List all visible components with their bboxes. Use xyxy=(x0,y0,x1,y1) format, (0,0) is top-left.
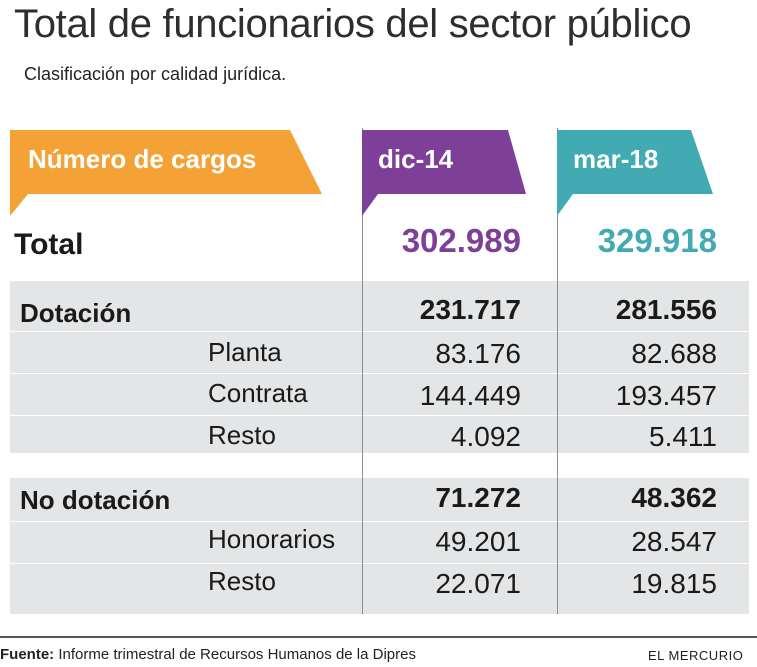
row-label-contrata: Contrata xyxy=(208,378,308,408)
orange-tag-shape xyxy=(10,130,322,216)
total-label: Total xyxy=(14,228,84,261)
row-value-contrata-mar18: 193.457 xyxy=(615,380,717,411)
purple-tag-shape xyxy=(362,130,526,216)
column-label-dic14: dic-14 xyxy=(378,144,454,174)
no-dotacion-band xyxy=(10,478,749,614)
total-value-mar18: 329.918 xyxy=(597,222,717,259)
source-text: Informe trimestral de Recursos Humanos d… xyxy=(58,646,416,663)
row-label-honorarios: Honorarios xyxy=(208,524,336,554)
teal-tag-shape xyxy=(557,130,713,216)
row-label-planta: Planta xyxy=(208,337,282,367)
row-header-tag: Número de cargos xyxy=(10,130,322,216)
column-divider xyxy=(557,128,558,614)
row-value-resto-dotacion-dic14: 4.092 xyxy=(450,421,521,452)
publisher-brand: EL MERCURIO xyxy=(648,648,744,663)
row-divider xyxy=(10,415,749,416)
group-value-no-dotacion-mar18: 48.362 xyxy=(631,482,717,513)
row-divider xyxy=(10,521,749,522)
row-value-honorarios-mar18: 28.547 xyxy=(631,526,717,557)
row-value-resto-no-dotacion-dic14: 22.071 xyxy=(435,568,521,599)
row-header-label: Número de cargos xyxy=(28,144,257,174)
total-value-dic14: 302.989 xyxy=(401,222,521,259)
chart-subtitle: Clasificación por calidad jurídica. xyxy=(24,64,287,84)
row-value-honorarios-dic14: 49.201 xyxy=(435,526,521,557)
row-label-resto-dotacion: Resto xyxy=(208,420,276,450)
row-divider xyxy=(10,563,749,564)
row-value-contrata-dic14: 144.449 xyxy=(419,380,521,411)
row-divider xyxy=(10,373,749,374)
row-value-planta-dic14: 83.176 xyxy=(435,338,521,369)
row-label-resto-no-dotacion: Resto xyxy=(208,566,276,596)
row-value-resto-no-dotacion-mar18: 19.815 xyxy=(631,568,717,599)
dotacion-band xyxy=(10,281,749,453)
group-value-no-dotacion-dic14: 71.272 xyxy=(435,482,521,513)
group-value-dotacion-dic14: 231.717 xyxy=(419,294,521,325)
column-divider xyxy=(362,128,363,614)
group-label-no-dotacion: No dotación xyxy=(20,485,171,515)
column-header-dic14: dic-14 xyxy=(362,130,526,216)
chart-title: Total de funcionarios del sector público xyxy=(14,2,692,46)
group-label-dotacion: Dotación xyxy=(20,298,132,328)
group-value-dotacion-mar18: 281.556 xyxy=(615,294,717,325)
column-label-mar18: mar-18 xyxy=(573,144,659,174)
footer-divider xyxy=(0,636,757,638)
column-header-mar18: mar-18 xyxy=(557,130,713,216)
row-divider xyxy=(10,331,749,332)
source-label: Fuente: xyxy=(0,646,55,663)
source-note: Fuente: Informe trimestral de Recursos H… xyxy=(0,646,416,663)
row-value-resto-dotacion-mar18: 5.411 xyxy=(649,421,717,452)
row-value-planta-mar18: 82.688 xyxy=(631,338,717,369)
